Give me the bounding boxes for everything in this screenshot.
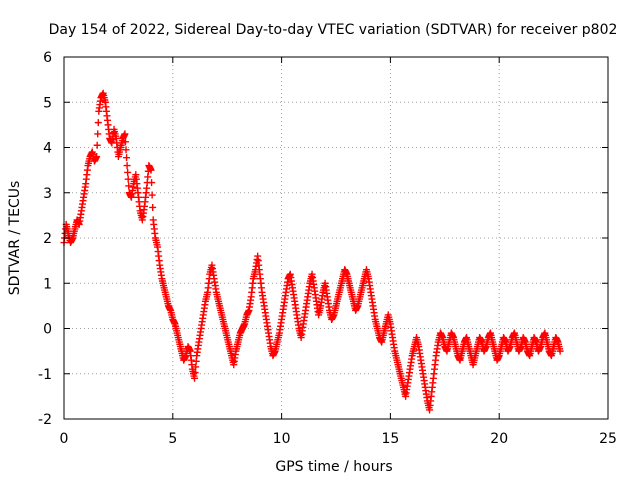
data-point bbox=[124, 175, 132, 183]
y-tick-label: -1 bbox=[38, 367, 52, 383]
data-points bbox=[60, 89, 564, 414]
data-point bbox=[123, 162, 131, 170]
y-tick-label: 1 bbox=[43, 276, 52, 292]
data-point bbox=[122, 146, 130, 154]
grid bbox=[64, 57, 608, 419]
x-tick-label: 0 bbox=[60, 431, 69, 447]
y-tick-label: -2 bbox=[38, 412, 52, 428]
data-point bbox=[93, 153, 101, 161]
y-tick-label: 0 bbox=[43, 322, 52, 338]
data-point bbox=[556, 347, 564, 355]
x-tick-label: 15 bbox=[381, 431, 399, 447]
y-tick-label: 4 bbox=[43, 141, 52, 157]
data-point bbox=[148, 191, 156, 199]
y-axis-label: SDTVAR / TECUs bbox=[7, 181, 23, 296]
data-point bbox=[94, 130, 102, 138]
data-point bbox=[93, 141, 101, 149]
data-point bbox=[121, 138, 129, 146]
x-tick-label: 20 bbox=[490, 431, 508, 447]
data-point bbox=[124, 168, 132, 176]
data-point bbox=[123, 154, 131, 162]
data-point bbox=[125, 182, 133, 190]
data-point bbox=[121, 130, 129, 138]
x-tick-label: 10 bbox=[273, 431, 291, 447]
y-tick-label: 3 bbox=[43, 186, 52, 202]
x-tick-label: 25 bbox=[599, 431, 617, 447]
tick-labels: 0 5 10 15 20 25 -2 -1 0 1 2 3 4 5 6 bbox=[38, 50, 617, 447]
chart-title: Day 154 of 2022, Sidereal Day-to-day VTE… bbox=[49, 22, 618, 38]
data-point bbox=[147, 166, 155, 174]
x-tick-label: 5 bbox=[168, 431, 177, 447]
y-tick-label: 2 bbox=[43, 231, 52, 247]
data-point bbox=[94, 119, 102, 127]
data-point bbox=[149, 203, 157, 211]
x-axis-label: GPS time / hours bbox=[275, 459, 392, 475]
data-point bbox=[148, 179, 156, 187]
y-tick-label: 5 bbox=[43, 95, 52, 111]
axis-ticks bbox=[63, 56, 609, 420]
y-tick-label: 6 bbox=[43, 50, 52, 66]
